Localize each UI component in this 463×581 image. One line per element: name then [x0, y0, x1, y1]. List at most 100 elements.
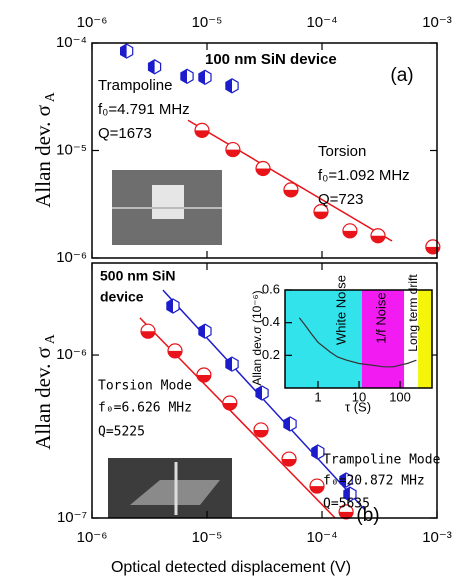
circle-fill — [225, 149, 240, 157]
circle-fill — [339, 511, 354, 519]
data-point — [194, 122, 210, 138]
x-axis-label: τ (S) — [345, 399, 371, 414]
data-point — [196, 367, 212, 383]
y-tick-label: 0.2 — [262, 347, 280, 362]
noise-curve — [298, 317, 417, 368]
annotation: device — [100, 289, 144, 305]
annotation: Torsion Mode — [98, 379, 192, 394]
region-label: 1/f Noise — [373, 292, 388, 343]
data-point — [342, 223, 358, 239]
y-tick-label: 10⁻⁵ — [56, 141, 87, 158]
data-point — [370, 228, 386, 244]
y-tick-label: 0.4 — [262, 314, 280, 329]
y-axis-label-text: Allan dev.σ (10⁻⁶) — [250, 290, 264, 385]
annotation: Torsion — [318, 143, 366, 160]
x-tick-label: 1 — [314, 389, 321, 404]
region-label: White Noise — [333, 275, 348, 345]
circle-fill — [141, 331, 156, 339]
annotation: Q=1673 — [98, 125, 152, 142]
circle-fill — [256, 168, 271, 176]
data-point — [140, 323, 156, 339]
circle-fill — [196, 375, 211, 383]
panel-label: (b) — [356, 505, 379, 526]
plot-frame — [91, 262, 438, 519]
data-point — [225, 78, 239, 94]
plot-frame — [91, 42, 438, 259]
x-axis-label: Optical detected displacement (V) — [111, 559, 351, 576]
x-tick-label: 100 — [389, 389, 411, 404]
annotation: Q=5225 — [98, 425, 145, 440]
annotation: Q=5635 — [323, 497, 370, 512]
annotation: f₀=20.872 MHz — [323, 474, 425, 489]
data-point — [167, 343, 183, 359]
noise-region — [418, 290, 432, 388]
hexagon-fill — [311, 445, 318, 459]
data-point — [255, 385, 269, 401]
annotation: f₀=1.092 MHz — [318, 167, 410, 184]
hexagon-fill — [225, 357, 232, 372]
annotation: f₀=4.791 MHz — [98, 101, 190, 118]
data-point — [180, 68, 194, 84]
y-tick-label: 10⁻⁶ — [56, 249, 87, 266]
x-tick-label: 10⁻⁶ — [77, 529, 108, 546]
data-point — [338, 504, 354, 520]
data-point — [147, 59, 162, 75]
region-label: Long term drift — [406, 274, 420, 352]
circle-fill — [313, 211, 328, 219]
annotation: Trampoline — [98, 77, 172, 94]
data-point — [283, 182, 299, 198]
x-tick-label: 10⁻⁵ — [192, 529, 223, 546]
fit-line — [162, 289, 366, 511]
noise-region — [285, 290, 362, 388]
circle-fill — [222, 402, 237, 410]
circle-fill — [283, 189, 298, 197]
data-point — [225, 356, 239, 372]
x-tick-label: 10⁻⁶ — [77, 14, 108, 31]
hexagon-fill — [225, 78, 232, 93]
annotation: 100 nm SiN device — [205, 51, 337, 68]
y-tick-label: 10⁻⁶ — [56, 346, 87, 363]
data-point — [255, 160, 271, 177]
hexagon-fill — [120, 44, 127, 59]
x-tick-label: 10⁻³ — [422, 14, 452, 31]
circle-fill — [195, 130, 210, 138]
y-axis-label-subscript: A — [42, 334, 57, 344]
circle-fill — [371, 235, 386, 243]
hexagon-fill — [198, 70, 205, 85]
hexagon-fill — [256, 386, 262, 400]
hexagon-fill — [343, 487, 350, 502]
y-tick-label: 10⁻⁴ — [56, 34, 87, 51]
circle-fill — [310, 486, 325, 494]
annotation: 500 nm SiN — [100, 268, 175, 284]
hexagon-fill — [283, 416, 290, 431]
data-point — [198, 323, 212, 339]
circle-fill — [282, 459, 297, 467]
data-point — [311, 444, 325, 460]
panel-label: (a) — [390, 65, 413, 86]
hexagon-fill — [166, 299, 173, 313]
data-point — [253, 422, 269, 438]
y-axis-label-text: Allan dev. σ — [31, 105, 55, 208]
hexagon-fill — [198, 324, 205, 339]
plot-frame — [284, 289, 433, 389]
data-point — [313, 204, 329, 220]
x-tick-label: 10⁻⁴ — [306, 14, 337, 31]
annotation: Q=723 — [318, 191, 363, 208]
x-tick-label: 10⁻³ — [422, 529, 452, 546]
data-point — [309, 478, 325, 494]
y-axis-label-subscript: A — [42, 92, 57, 102]
x-tick-label: 10⁻⁴ — [306, 529, 337, 546]
hexagon-fill — [148, 59, 155, 74]
noise-region — [361, 290, 405, 388]
circle-fill — [342, 230, 357, 238]
data-point — [119, 43, 134, 59]
y-axis-label: Allan dev. σ A — [31, 334, 57, 450]
plot-layer: 10⁻⁶ 10⁻⁵ 10⁻⁴ 10⁻³ 10⁻⁶ 10⁻⁵ 10⁻⁴ Allan dev. σ… — [31, 14, 452, 576]
data-point — [283, 416, 297, 432]
sem-image-pad — [152, 185, 184, 219]
y-tick-label: 10⁻⁷ — [57, 509, 87, 526]
hexagon-fill — [180, 69, 187, 84]
data-point — [339, 472, 353, 488]
data-point — [166, 298, 180, 314]
